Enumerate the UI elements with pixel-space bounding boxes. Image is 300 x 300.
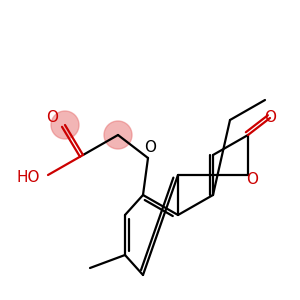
Text: O: O <box>46 110 58 125</box>
Text: O: O <box>246 172 258 188</box>
Circle shape <box>104 121 132 149</box>
Circle shape <box>51 111 79 139</box>
Text: O: O <box>144 140 156 155</box>
Text: HO: HO <box>16 170 40 185</box>
Text: O: O <box>264 110 276 125</box>
